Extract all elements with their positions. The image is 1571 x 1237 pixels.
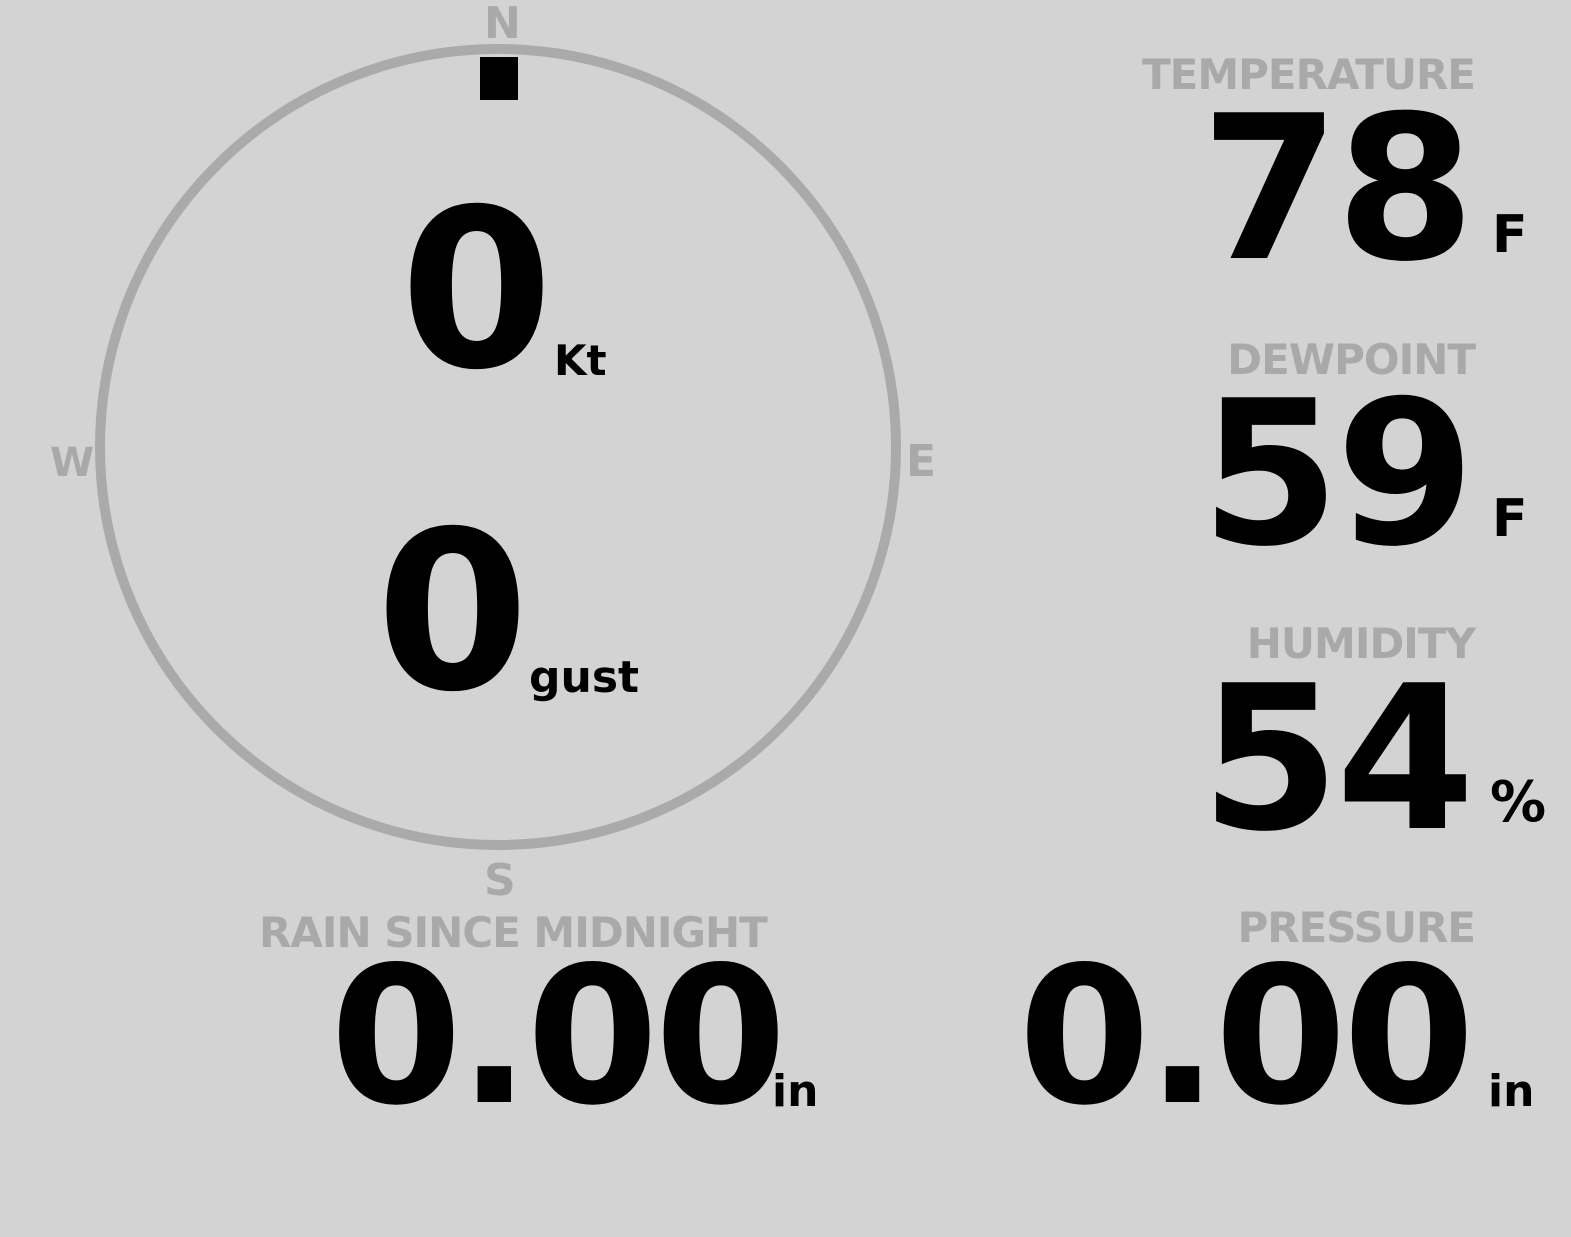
wind-direction-indicator <box>480 57 518 100</box>
compass-south-label: S <box>484 855 516 906</box>
rain-value: 0.00 <box>330 926 787 1147</box>
compass-north-label: N <box>484 0 521 49</box>
compass-east-label: E <box>906 436 936 487</box>
wind-compass <box>95 44 901 850</box>
pressure-value: 0.00 <box>1018 926 1475 1147</box>
temperature-label: TEMPERATURE <box>1142 50 1476 99</box>
compass-west-label: W <box>50 440 94 486</box>
temperature-unit: F <box>1492 205 1528 265</box>
wind-gust-unit: gust <box>529 652 640 703</box>
humidity-unit: % <box>1490 770 1547 835</box>
rain-label: RAIN SINCE MIDNIGHT <box>259 908 768 957</box>
temperature-value: 78 <box>1200 73 1475 306</box>
rain-unit: in <box>772 1066 819 1117</box>
wind-gust-value: 0 <box>376 484 529 740</box>
humidity-value: 54 <box>1200 643 1475 876</box>
dewpoint-unit: F <box>1492 489 1528 549</box>
pressure-label: PRESSURE <box>1237 903 1476 952</box>
pressure-unit: in <box>1488 1066 1535 1117</box>
dewpoint-label: DEWPOINT <box>1227 335 1476 384</box>
dewpoint-value: 59 <box>1200 358 1475 591</box>
compass-ring <box>95 44 901 850</box>
wind-speed-unit: Kt <box>554 336 607 385</box>
humidity-label: HUMIDITY <box>1246 619 1476 668</box>
wind-speed-value: 0 <box>400 162 553 418</box>
